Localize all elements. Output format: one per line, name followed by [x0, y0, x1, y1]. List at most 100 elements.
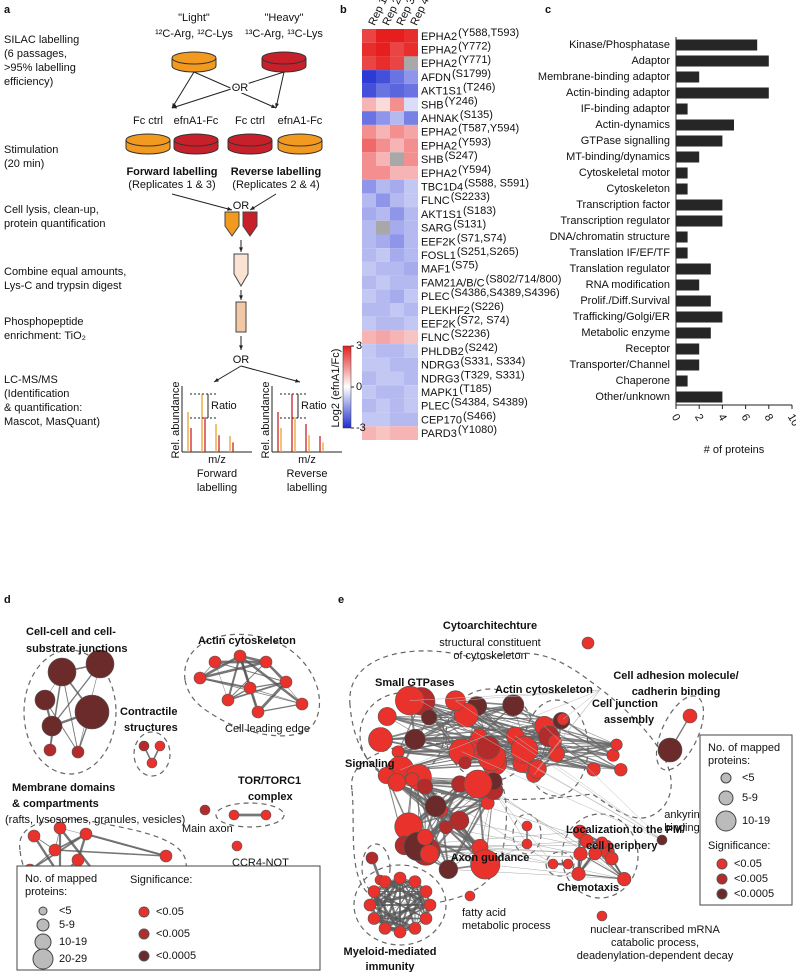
row-gene: TBC1D4	[421, 181, 463, 193]
network-node	[421, 709, 438, 726]
cluster-label: structures	[124, 722, 178, 734]
heatmap-cell	[390, 248, 404, 262]
network-node	[416, 829, 434, 846]
cluster-label: Small GTPases	[375, 677, 455, 689]
category-label: Cytoskeletal motor	[579, 167, 670, 179]
network-node	[233, 649, 247, 663]
network-edge	[85, 833, 167, 857]
dish-top	[227, 133, 273, 147]
row-site: (S71,S74)	[457, 232, 507, 244]
category-label: Translation regulator	[570, 263, 671, 275]
network-node	[595, 836, 609, 849]
network-edge	[383, 890, 428, 930]
category-label: IF-binding adaptor	[581, 103, 671, 115]
panel-label: c	[545, 4, 551, 16]
network-edge	[227, 655, 241, 701]
network-node	[295, 697, 309, 711]
row-site: (T185)	[459, 383, 491, 395]
step-text: & quantification:	[4, 402, 82, 414]
network-node	[521, 838, 533, 850]
heatmap-cell	[404, 207, 418, 221]
network-edge	[227, 661, 267, 701]
row-site: (T246)	[463, 82, 495, 94]
heatmap-cell	[404, 357, 418, 372]
colorbar-tick-label: 3	[356, 340, 362, 352]
network-node	[464, 890, 476, 902]
cluster-label: Signaling	[345, 758, 395, 770]
arrow-head	[239, 345, 243, 350]
note: structural constituent	[439, 637, 541, 649]
heatmap-cell	[362, 275, 376, 290]
cluster-label: Axon guidance	[451, 852, 530, 864]
heatmap-cell	[376, 193, 390, 208]
network-node	[419, 912, 433, 925]
cluster-label: Cytoarchitechture	[443, 620, 537, 632]
row-site: (S183)	[463, 205, 496, 217]
heatmap-cell	[362, 138, 376, 153]
heatmap-cell	[390, 330, 404, 345]
heatmap-cell	[376, 138, 390, 153]
cluster-label: Localization to the PM/	[566, 824, 685, 836]
row-gene: PLEKHF2	[421, 305, 470, 317]
row-site: (S2233)	[451, 191, 490, 203]
x-tick-label: 0	[669, 412, 682, 423]
bar	[676, 167, 688, 179]
note: catabolic process,	[611, 937, 699, 949]
bar	[676, 311, 723, 323]
network-node	[43, 743, 57, 757]
network-edge	[383, 877, 402, 929]
heatmap-cell	[362, 97, 376, 112]
network-node	[368, 727, 393, 752]
cluster-label: Actin cytoskeleton	[495, 684, 593, 696]
heatmap-cell	[362, 412, 376, 427]
network-node	[393, 925, 407, 939]
heatmap-cell	[362, 248, 376, 262]
heatmap-cell	[376, 261, 390, 276]
row-site: (Y246)	[445, 95, 478, 107]
heatmap-cell	[362, 83, 376, 98]
network-node	[419, 885, 433, 898]
network-edge	[54, 849, 167, 857]
heatmap-cell	[404, 166, 418, 180]
cluster-label: cadherin binding	[632, 686, 721, 698]
heatmap-cell	[376, 234, 390, 249]
colorbar	[342, 345, 352, 429]
heatmap-cell	[376, 42, 390, 57]
heatmap-cell	[376, 166, 390, 180]
network-node	[476, 735, 500, 760]
network-node	[657, 737, 683, 763]
cluster-label: Chemotaxis	[557, 882, 619, 894]
bar	[676, 55, 769, 67]
network-node	[610, 738, 623, 751]
arrow-head	[275, 103, 279, 108]
network-node	[363, 898, 377, 912]
step-text: Cell lysis, clean-up,	[4, 204, 99, 216]
network-node	[656, 834, 668, 846]
row-site: (S4386,S4389,S4396)	[451, 287, 560, 299]
scheme-replicates: (Replicates 2 & 4)	[232, 179, 319, 191]
network-edge	[239, 655, 303, 705]
bar	[676, 199, 723, 211]
network-node	[279, 675, 293, 689]
panel-label: b	[340, 4, 347, 16]
arrow-head	[172, 104, 177, 109]
category-label: RNA modification	[586, 279, 670, 291]
heatmap-cell	[404, 138, 418, 153]
heatmap-cell	[390, 124, 404, 139]
row-gene: FLNC	[421, 195, 450, 207]
heatmap-cell	[376, 289, 390, 303]
row-site: (S802/714/800)	[486, 273, 562, 285]
scheme-name: Reverse labelling	[231, 166, 322, 178]
category-label: Kinase/Phosphatase	[569, 39, 670, 51]
network-node	[378, 922, 392, 935]
category-label: Actin-binding adaptor	[566, 87, 670, 99]
row-site: (S131)	[453, 219, 486, 231]
step-text: efficiency)	[4, 76, 53, 88]
arrow	[213, 365, 242, 383]
heatmap-cell	[390, 385, 404, 399]
bar	[676, 247, 688, 259]
cluster-label: Myeloid-mediated	[344, 946, 437, 958]
heatmap-cell	[376, 56, 390, 71]
tube	[233, 253, 249, 287]
heatmap-cell	[376, 371, 390, 386]
